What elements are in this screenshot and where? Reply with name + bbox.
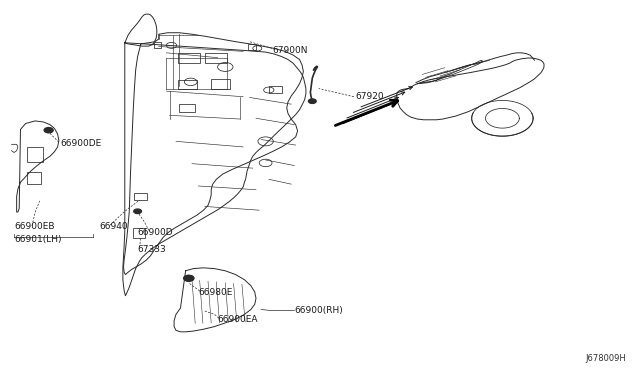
- Bar: [178, 80, 197, 89]
- Bar: [134, 193, 147, 200]
- Bar: [269, 86, 282, 93]
- Bar: [205, 53, 227, 63]
- Text: 66940: 66940: [99, 222, 128, 231]
- Text: 66900D: 66900D: [138, 228, 173, 237]
- Text: 67920: 67920: [355, 92, 384, 101]
- Text: 66900DE: 66900DE: [61, 139, 102, 148]
- Bar: [133, 228, 145, 238]
- Text: 66901(LH): 66901(LH): [14, 235, 61, 244]
- Circle shape: [184, 275, 194, 281]
- Text: 66900(RH): 66900(RH): [294, 306, 343, 315]
- Bar: [27, 147, 43, 162]
- Bar: [178, 53, 200, 63]
- Text: 66900EB: 66900EB: [14, 222, 54, 231]
- Text: J678009H: J678009H: [585, 354, 626, 363]
- Bar: [27, 172, 41, 184]
- Text: 67900N: 67900N: [272, 46, 307, 55]
- Circle shape: [44, 128, 53, 133]
- Bar: [154, 42, 161, 48]
- Circle shape: [134, 209, 141, 214]
- Circle shape: [184, 276, 193, 281]
- Text: 67333: 67333: [138, 245, 166, 254]
- Bar: [179, 104, 195, 112]
- Text: 66900EA: 66900EA: [218, 315, 258, 324]
- Bar: [248, 44, 256, 50]
- Text: 66980E: 66980E: [198, 288, 233, 296]
- Bar: [211, 79, 230, 89]
- Circle shape: [308, 99, 316, 103]
